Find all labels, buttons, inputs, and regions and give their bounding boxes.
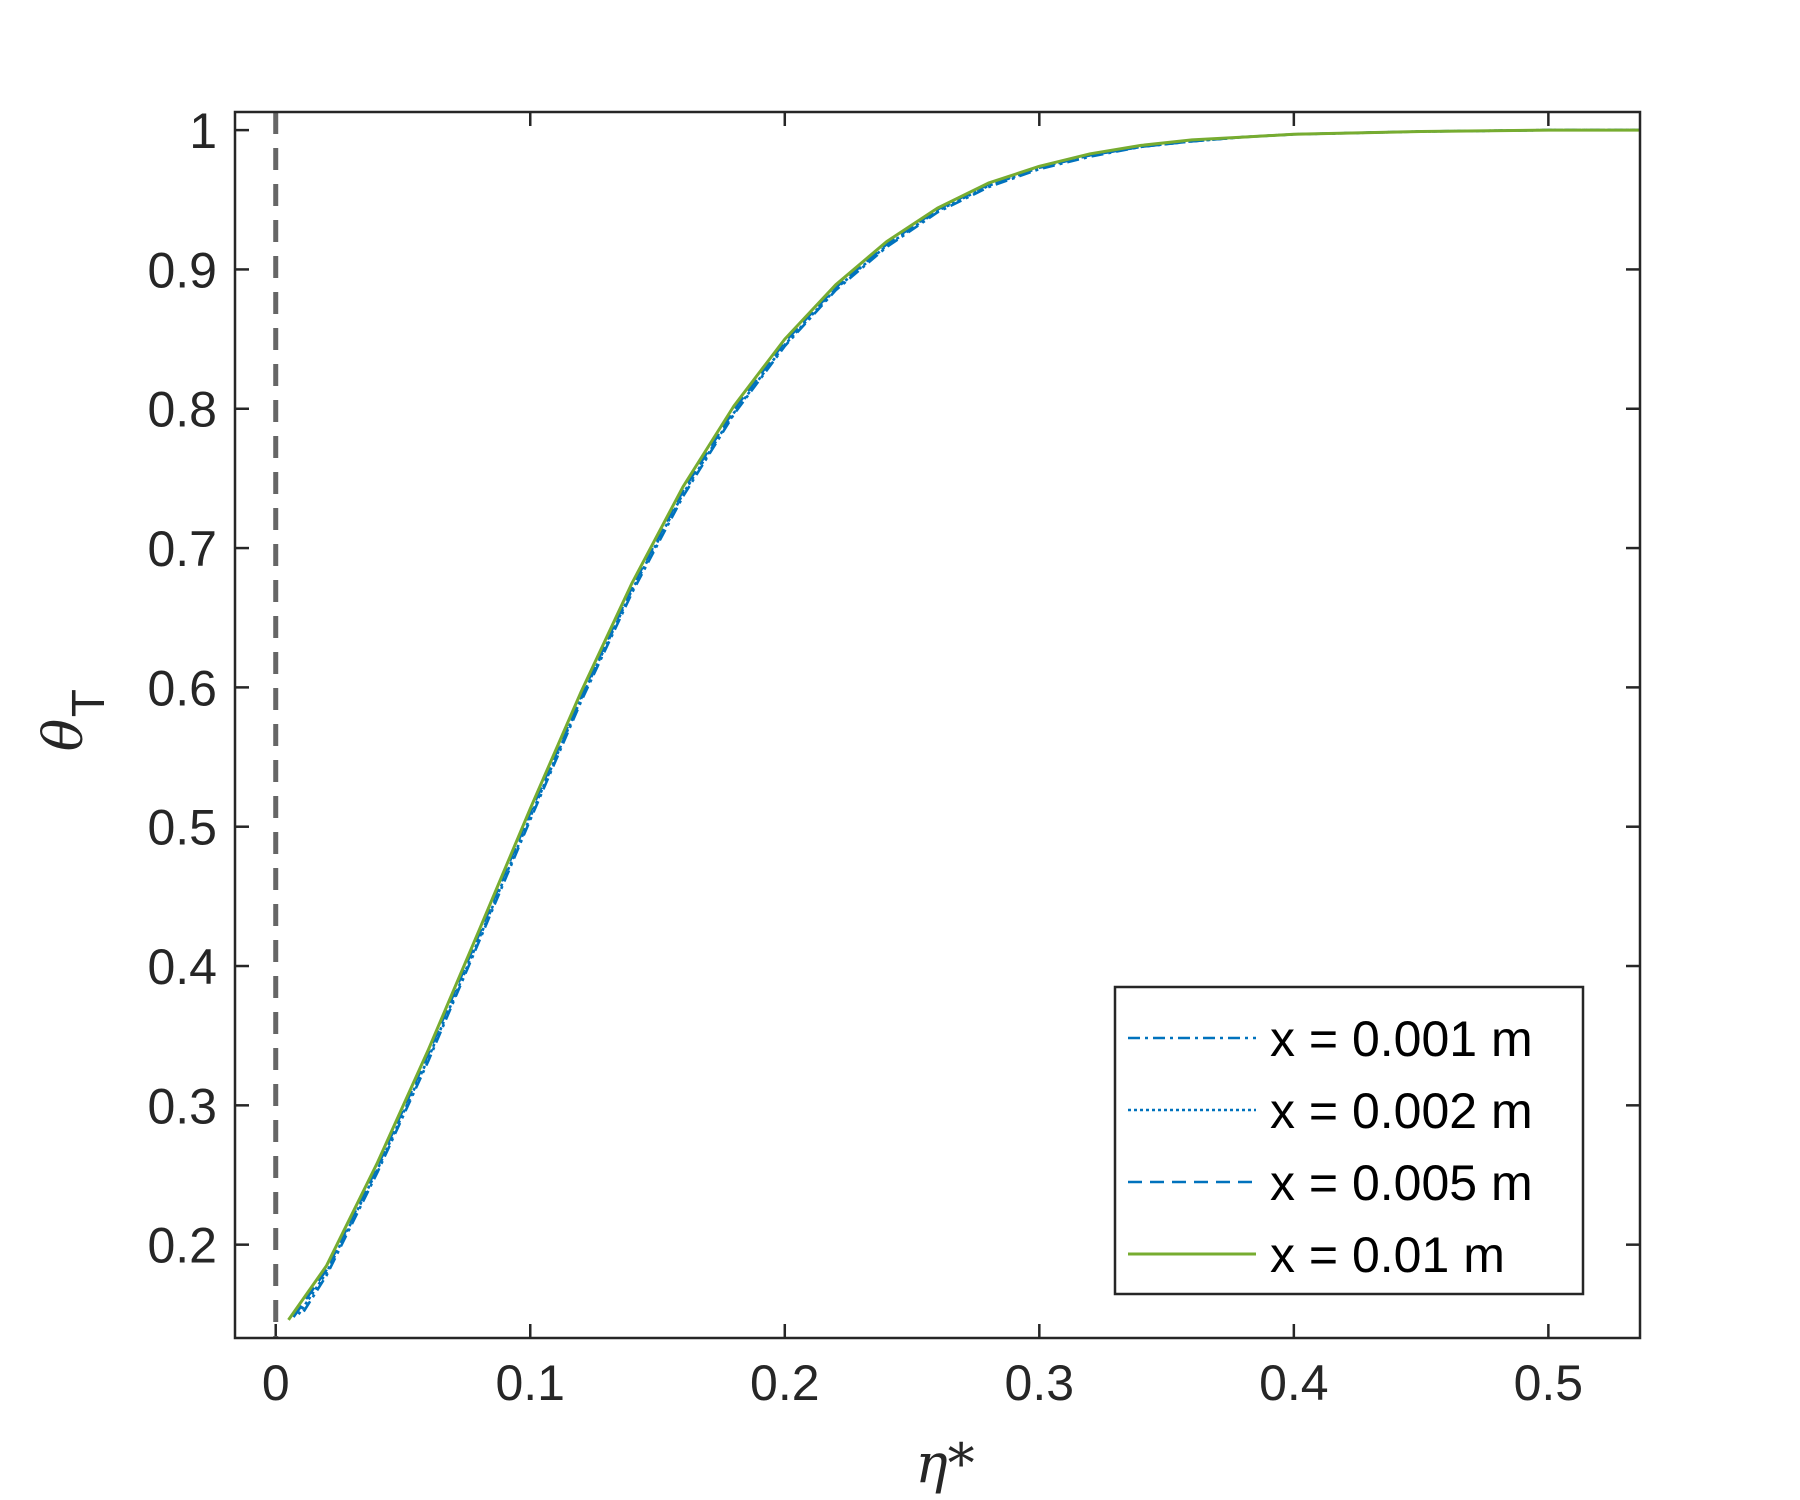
y-tick-label: 0.3: [147, 1078, 217, 1134]
x-tick-label: 0.3: [1005, 1355, 1075, 1411]
legend: x = 0.001 m x = 0.002 m x = 0.005 m x = 0.0…: [1113, 985, 1585, 1296]
y-axis-label: θ: [32, 719, 95, 752]
y-tick-label: 0.4: [147, 939, 217, 995]
legend-label-1: x = 0.001 m: [1270, 1011, 1533, 1067]
x-axis-label: η*: [915, 1432, 974, 1495]
y-axis-label-subscript: T: [62, 689, 114, 717]
y-tick-label: 0.9: [147, 242, 217, 298]
data-series: [273, 112, 1640, 1338]
y-tick-label: 0.8: [147, 382, 217, 438]
x-tick-label: 0.4: [1259, 1355, 1329, 1411]
y-tick-label: 0.7: [147, 521, 217, 577]
y-tick-label: 0.6: [147, 660, 217, 716]
axes-frame: [233, 110, 1642, 1340]
y-tick-label: 0.2: [147, 1218, 217, 1274]
series-line-2: [297, 128, 1640, 1316]
x-tick-label: 0.5: [1514, 1355, 1584, 1411]
x-tick-label: 0.2: [750, 1355, 820, 1411]
axis-ticks: 0 0.1 0.2 0.3 0.4 0.5 0.2 0.3 0.4 0.5 0.6 0.7 0.8 0.9…: [147, 103, 1640, 1411]
x-tick-label: 0: [262, 1355, 290, 1411]
legend-label-3: x = 0.005 m: [1270, 1155, 1533, 1211]
y-tick-label: 1: [189, 103, 217, 159]
legend-box: [1113, 985, 1585, 1296]
legend-label-2: x = 0.002 m: [1270, 1083, 1533, 1139]
y-tick-label: 0.5: [147, 800, 217, 856]
series-line-4: [287, 128, 1640, 1321]
y-axis-label-group: θ T: [32, 689, 114, 751]
legend-label-4: x = 0.01 m: [1270, 1227, 1505, 1283]
x-tick-label: 0.1: [495, 1355, 565, 1411]
series-line-3: [292, 128, 1640, 1318]
